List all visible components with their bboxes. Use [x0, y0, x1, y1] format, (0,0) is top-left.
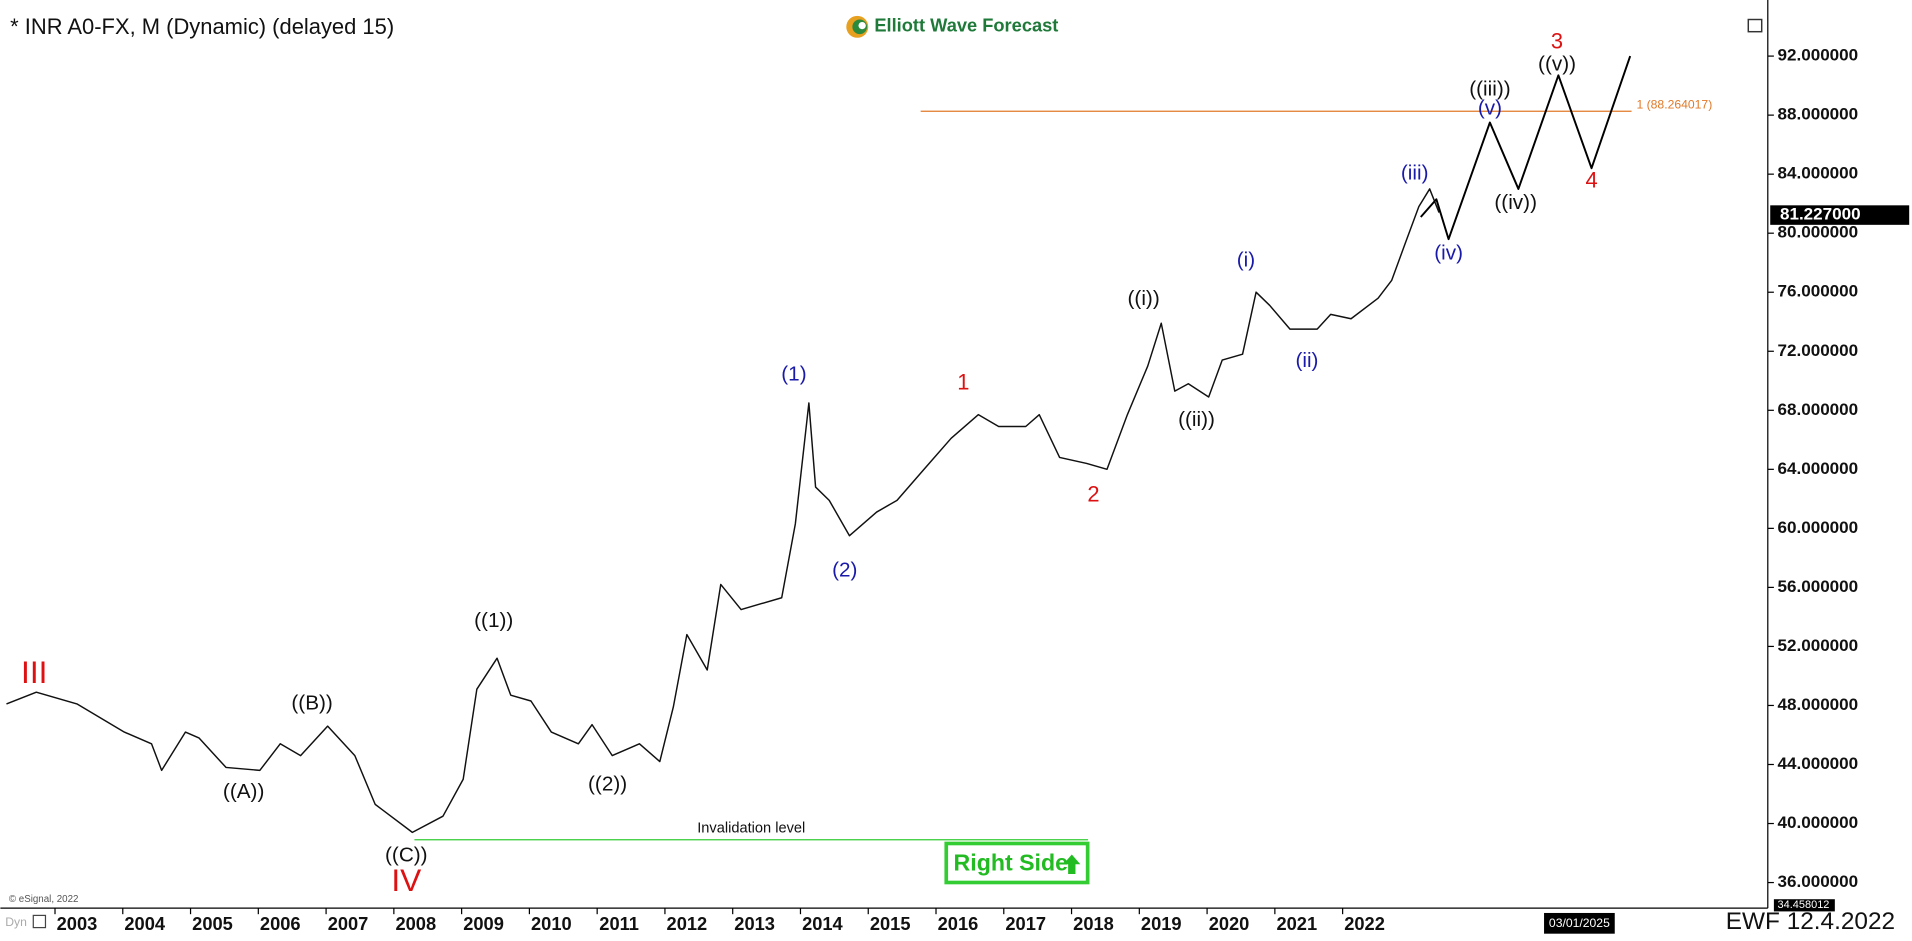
wave-label: 1	[957, 370, 969, 395]
price-tag	[1770, 205, 1910, 225]
y-tick-label: 68.000000	[1778, 400, 1859, 419]
wave-label: 2	[1087, 482, 1099, 507]
x-tick-label: 2014	[802, 913, 843, 934]
wave-label: (ii)	[1295, 349, 1318, 372]
x-tick-label: 2020	[1209, 913, 1250, 934]
date-tag	[1544, 912, 1615, 934]
wave-label: ((1))	[474, 609, 513, 632]
y-tick-label: 84.000000	[1778, 164, 1859, 183]
wave-label: ((A))	[223, 780, 264, 803]
x-tick-label: 2016	[938, 913, 979, 934]
wave-label: ((i))	[1128, 287, 1160, 310]
wave-label: ((iii))	[1469, 78, 1510, 101]
wave-label: ((2))	[588, 773, 627, 796]
wave-label: (i)	[1237, 249, 1255, 272]
y-tick-label: 88.000000	[1778, 105, 1859, 124]
price-tag-label: 81.227000	[1780, 205, 1861, 224]
y-tick-label: 44.000000	[1778, 754, 1859, 773]
x-tick-label: 2017	[1005, 913, 1046, 934]
x-tick-label: 2004	[124, 913, 165, 934]
low-tag-label: 34.458012	[1778, 899, 1830, 911]
window-icon[interactable]	[1747, 18, 1763, 33]
x-tick-label: 2019	[1141, 913, 1182, 934]
wave-label: ((B))	[291, 691, 332, 714]
logo: Elliott Wave Forecast	[846, 15, 1058, 38]
y-tick-label: 36.000000	[1778, 872, 1859, 891]
low-tag	[1773, 899, 1835, 912]
x-tick-label: 2003	[57, 913, 98, 934]
y-tick-label: 60.000000	[1778, 518, 1859, 537]
logo-icon-dot	[858, 21, 866, 30]
x-tick-label: 2015	[870, 913, 911, 934]
x-tick-label: 2005	[192, 913, 233, 934]
wave-label: (iv)	[1434, 241, 1463, 264]
footer-label: EWF 12.4.2022	[1726, 908, 1895, 935]
wave-label: 3	[1551, 29, 1563, 54]
y-tick-label: 92.000000	[1778, 46, 1859, 65]
level-label: Invalidation level	[697, 821, 805, 837]
level-label: 1 (88.264017)	[1636, 97, 1712, 111]
corner-icon	[32, 914, 47, 929]
x-tick-label: 2007	[328, 913, 369, 934]
price-line	[6, 188, 1440, 834]
y-tick-label: 56.000000	[1778, 577, 1859, 596]
badge: Right Side	[944, 841, 1090, 885]
copyright: © eSignal, 2022	[9, 894, 79, 905]
y-tick-label: 76.000000	[1778, 282, 1859, 301]
wave-label: (iii)	[1401, 162, 1429, 185]
wave-label: 4	[1585, 167, 1597, 192]
date-tag-label: 03/01/2025	[1549, 916, 1610, 930]
wave-label: ((v))	[1538, 52, 1576, 75]
y-tick-label: 52.000000	[1778, 636, 1859, 655]
x-tick-label: 2010	[531, 913, 572, 934]
y-tick-label: 72.000000	[1778, 341, 1859, 360]
wave-label: ((iv))	[1494, 191, 1537, 214]
y-tick-label: 64.000000	[1778, 459, 1859, 478]
y-tick-label: 80.000000	[1778, 223, 1859, 242]
wave-label: III	[21, 654, 47, 690]
price-line	[1420, 55, 1632, 241]
badge-box	[944, 841, 1090, 885]
x-tick-label: 2009	[463, 913, 504, 934]
badge-text: Right Side	[954, 849, 1069, 875]
x-tick-label: 2006	[260, 913, 301, 934]
logo-text: Elliott Wave Forecast	[874, 15, 1058, 36]
x-tick-label: 2013	[734, 913, 775, 934]
y-tick-label: 48.000000	[1778, 695, 1859, 714]
wave-label: ((ii))	[1178, 408, 1215, 431]
wave-label: IV	[391, 862, 421, 898]
badge-arrow	[1063, 854, 1081, 874]
x-tick-label: 2021	[1276, 913, 1317, 934]
corner-label: Dyn	[5, 915, 27, 929]
wave-label: (2)	[832, 559, 857, 582]
x-tick-label: 2011	[599, 913, 639, 934]
y-tick-label: 40.000000	[1778, 813, 1859, 832]
x-tick-label: 2008	[395, 913, 436, 934]
x-tick-label: 2012	[667, 913, 708, 934]
chart-title: * INR A0-FX, M (Dynamic) (delayed 15)	[10, 14, 394, 39]
wave-label: (1)	[781, 362, 806, 385]
x-tick-label: 2022	[1344, 913, 1385, 934]
wave-label: (v)	[1478, 97, 1502, 120]
x-tick-label: 2018	[1073, 913, 1114, 934]
wave-label: ((C))	[385, 843, 428, 866]
